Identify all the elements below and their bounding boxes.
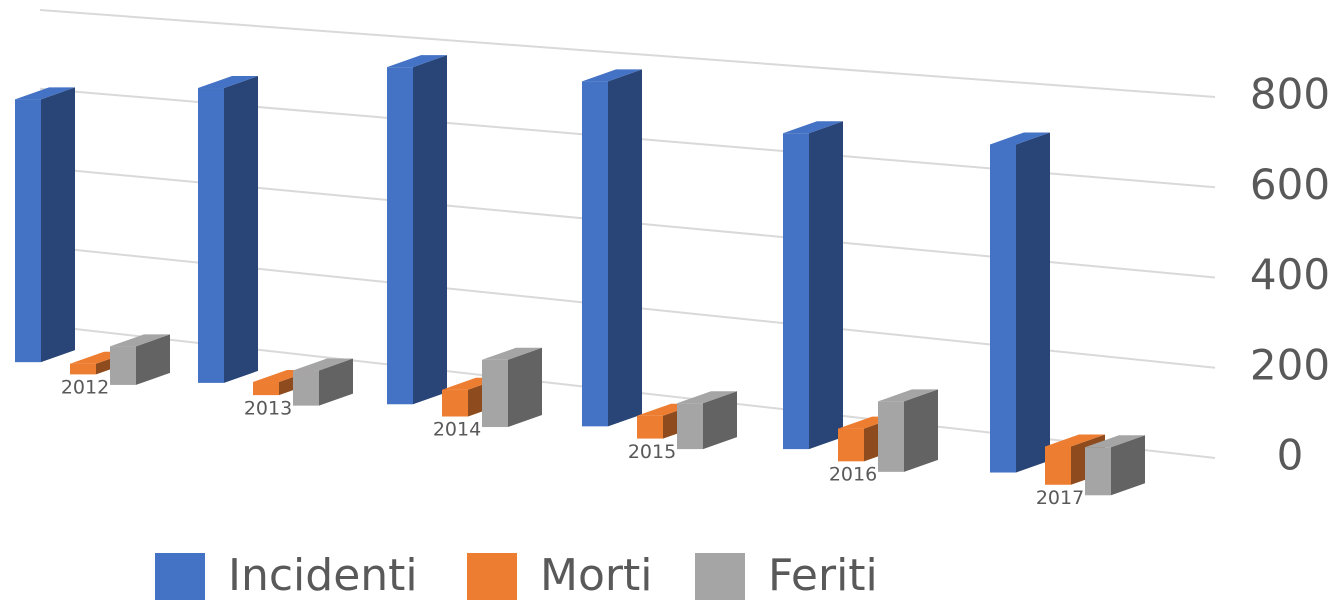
bar-front [387, 67, 413, 405]
bars: 2012 2013 2014 2015 2016 2017 [15, 55, 1145, 509]
bar [677, 391, 737, 450]
bar-front [198, 88, 224, 383]
bar-top [198, 76, 258, 89]
bar-front [677, 403, 703, 450]
x-tick-label: 2015 [628, 441, 676, 463]
bar-top [482, 347, 542, 360]
bar-top [1045, 434, 1105, 447]
bar-front [442, 389, 468, 417]
bar-top [387, 55, 447, 68]
bar-top [878, 389, 938, 402]
bar-top [582, 69, 642, 82]
bar [110, 334, 170, 385]
bar-front [70, 363, 96, 375]
bar-top [110, 334, 170, 347]
bar-front [15, 99, 41, 363]
bar [15, 87, 75, 363]
legend-label: Morti [540, 550, 652, 600]
legend-label: Feriti [768, 550, 878, 600]
bar-front [637, 415, 663, 439]
bar-front [482, 359, 508, 428]
bar-top [293, 358, 353, 371]
bar-side [508, 347, 542, 428]
bar-side [319, 358, 353, 406]
legend-swatch [695, 553, 745, 600]
legend-swatch [467, 553, 517, 600]
bar-front [582, 81, 608, 427]
x-tick-label: 2017 [1036, 487, 1084, 509]
y-tick-label: 800 [1250, 70, 1330, 119]
bar-side [41, 87, 75, 363]
grid-line [39, 9, 1216, 98]
y-tick-label: 0 [1277, 431, 1304, 480]
bar-side [608, 69, 642, 427]
x-tick-label: 2012 [61, 377, 109, 399]
x-tick-label: 2014 [433, 419, 481, 441]
bar [482, 347, 542, 428]
legend-label: Incidenti [228, 550, 418, 600]
bar-front [293, 370, 319, 406]
bar-top [783, 121, 843, 134]
bar [878, 389, 938, 472]
legend-swatch [155, 553, 205, 600]
bar [293, 358, 353, 406]
bar-side [136, 334, 170, 385]
bar-front [878, 401, 904, 472]
bar [783, 121, 843, 450]
y-tick-label: 400 [1250, 250, 1330, 299]
bar-side [809, 121, 843, 450]
bar-side [224, 76, 258, 383]
bar-front [990, 144, 1016, 473]
bar-side [904, 389, 938, 472]
bar-side [703, 391, 737, 450]
bar-top [677, 391, 737, 404]
bar-side [413, 55, 447, 405]
y-tick-label: 600 [1250, 160, 1330, 209]
legend: Incidenti Morti Feriti [155, 550, 878, 600]
x-tick-label: 2016 [829, 464, 877, 486]
bar-front [838, 428, 864, 462]
bar [198, 76, 258, 383]
bar [1085, 435, 1145, 496]
bar-front [1085, 447, 1111, 496]
bar-top [990, 132, 1050, 145]
bar-front [253, 382, 279, 396]
bar-top [15, 87, 75, 100]
bar-front [110, 346, 136, 385]
bar [990, 132, 1050, 473]
bar [387, 55, 447, 405]
x-tick-label: 2013 [244, 397, 292, 419]
bar-side [1111, 435, 1145, 496]
bar-side [1016, 132, 1050, 473]
bar-front [783, 133, 809, 450]
bar-front [1045, 446, 1071, 485]
bar-top [1085, 435, 1145, 448]
y-tick-label: 200 [1250, 340, 1330, 389]
bar [582, 69, 642, 427]
